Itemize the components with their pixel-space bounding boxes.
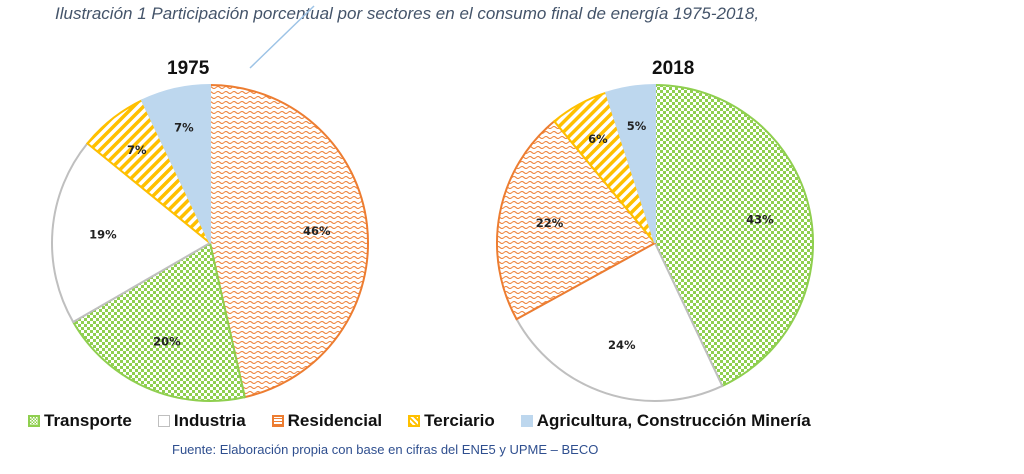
- legend-label: Terciario: [424, 411, 495, 430]
- legend: Transporte Industria Residencial Terciar…: [28, 411, 837, 431]
- legend-item-industria: Industria: [157, 411, 246, 431]
- transporte-swatch-icon: [28, 415, 40, 427]
- industria-swatch-icon: [157, 415, 170, 427]
- figure-caption: Ilustración 1 Participación porcentual p…: [55, 4, 760, 23]
- pie-slice-industria: [515, 241, 724, 402]
- agricultura-swatch-icon: [520, 415, 533, 427]
- legend-item-transporte: Transporte: [28, 411, 132, 431]
- legend-label: Industria: [173, 411, 246, 430]
- legend-item-terciario: Terciario: [408, 411, 495, 431]
- data-label: 46%: [303, 224, 331, 238]
- pie-slice-residencial: [209, 83, 369, 399]
- pie-title-1975: 1975: [167, 58, 210, 79]
- pie-title-2018: 2018: [652, 58, 695, 79]
- pie-slice-agricultura: [604, 83, 656, 244]
- pie-1975: 46% 20% 19% 7% 7%: [51, 83, 369, 402]
- legend-label: Residencial: [287, 411, 383, 430]
- terciario-swatch-icon: [408, 415, 421, 427]
- pie-slice-agricultura: [140, 83, 211, 244]
- data-label: 5%: [627, 119, 647, 133]
- pie-slice-transporte: [654, 83, 814, 388]
- pie-slice-industria: [51, 141, 212, 324]
- pie-slice-transporte: [71, 241, 247, 402]
- residencial-swatch-icon: [271, 415, 284, 427]
- legend-item-residencial: Residencial: [271, 411, 383, 431]
- legend-item-agricultura: Agricultura, Construcción Minería: [520, 411, 811, 431]
- legend-label: Transporte: [44, 411, 132, 430]
- pie-2018: 43% 24% 22% 6% 5%: [496, 83, 814, 402]
- data-label: 6%: [588, 132, 608, 146]
- source-note: Fuente: Elaboración propia con base en c…: [172, 442, 599, 457]
- data-label: 24%: [608, 338, 636, 352]
- pie-slice-residencial: [496, 119, 657, 321]
- data-label: 7%: [174, 120, 194, 134]
- data-label: 19%: [89, 227, 117, 241]
- data-label: 7%: [127, 143, 147, 157]
- data-label: 20%: [153, 334, 181, 348]
- data-label: 22%: [536, 216, 564, 230]
- legend-label: Agricultura, Construcción Minería: [536, 411, 811, 430]
- data-label: 43%: [746, 213, 774, 227]
